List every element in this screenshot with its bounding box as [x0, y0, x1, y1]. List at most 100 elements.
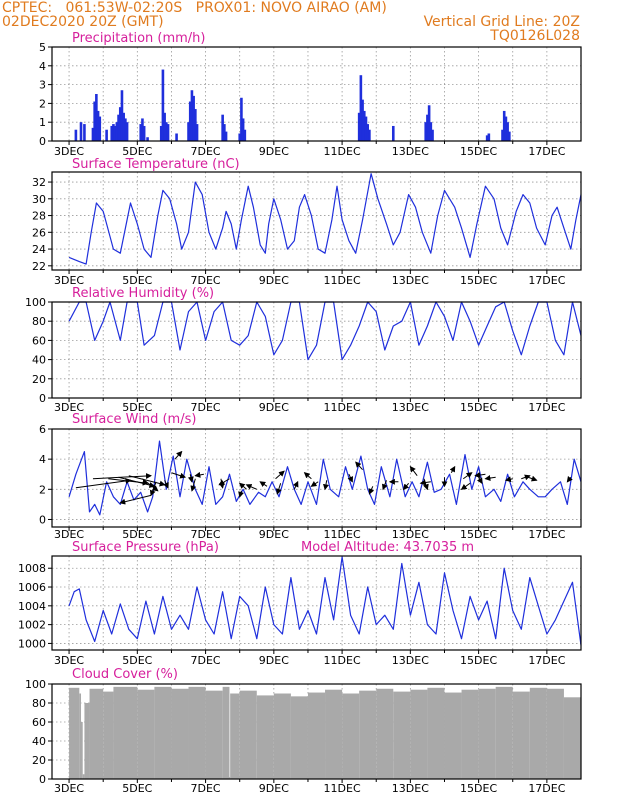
- wind-direction-arrow: [423, 478, 429, 491]
- cloud-cover-bar: [478, 688, 496, 779]
- wind-direction-arrow: [187, 474, 194, 483]
- y-tick-label: 40: [32, 354, 46, 367]
- panel-4: 0 2 4 6 3DEC 5DEC 7DEC 9DEC 11DEC 13DEC 15DEC 17DEC…: [39, 412, 582, 541]
- wind-direction-arrow: [194, 471, 204, 478]
- x-tick-label: 3DEC: [54, 401, 84, 414]
- cloud-cover-bar: [273, 693, 291, 779]
- cloud-cover-bar: [342, 693, 360, 779]
- precip-bar: [243, 129, 247, 141]
- wind-direction-arrow: [245, 484, 257, 490]
- wind-direction-arrow: [238, 482, 247, 490]
- cloud-cover-bar: [69, 687, 80, 779]
- precip-bar: [117, 114, 120, 141]
- precip-bar: [221, 114, 224, 141]
- y-tick-label: 60: [32, 716, 46, 729]
- x-tick-label: 9DEC: [259, 782, 289, 795]
- wind-direction-arrow: [163, 480, 169, 489]
- precip-bar: [161, 69, 165, 141]
- x-tick-label: 7DEC: [191, 782, 221, 795]
- y-tick-label: 5: [39, 41, 46, 54]
- x-tick-label: 15DEC: [460, 401, 497, 414]
- precip-bar: [391, 125, 395, 141]
- y-tick-label: 0: [39, 392, 46, 405]
- precip-bar: [368, 129, 371, 141]
- precip-bar: [122, 112, 125, 141]
- x-tick-label: 9DEC: [259, 528, 289, 541]
- x-tick-label: 13DEC: [392, 654, 429, 667]
- y-tick-label: 20: [32, 754, 46, 767]
- precip-bar: [224, 131, 228, 141]
- x-tick-label: 5DEC: [122, 528, 152, 541]
- precip-bar: [139, 124, 143, 141]
- cloud-cover-bar: [444, 692, 462, 779]
- header-location: CPTEC: 061:53W-02:20S PROX01: NOVO AIRAO…: [2, 0, 387, 16]
- cloud-cover-bar: [359, 690, 377, 779]
- cloud-cover-bar: [546, 688, 564, 779]
- x-tick-label: 9DEC: [259, 654, 289, 667]
- precip-bar: [165, 122, 168, 141]
- x-tick-label: 13DEC: [392, 528, 429, 541]
- wind-direction-arrow: [128, 475, 166, 487]
- x-tick-label: 7DEC: [191, 401, 221, 414]
- panel-frame: [51, 171, 582, 271]
- wind-direction-arrow: [303, 472, 312, 480]
- x-tick-label: 5DEC: [122, 654, 152, 667]
- precip-bar: [146, 137, 149, 141]
- wind-direction-arrow: [347, 474, 354, 483]
- precip-bar: [159, 125, 163, 141]
- x-tick-label: 5DEC: [122, 782, 152, 795]
- precip-bar: [113, 125, 117, 141]
- panel-title: Precipitation (mm/h): [72, 31, 205, 46]
- y-tick-label: 28: [32, 210, 46, 223]
- wind-direction-arrow: [92, 473, 152, 480]
- precip-bar: [508, 131, 511, 141]
- x-tick-label: 15DEC: [460, 782, 497, 795]
- wind-direction-arrow: [190, 478, 197, 492]
- wind-direction-arrow: [409, 465, 418, 477]
- precip-bar: [118, 107, 122, 141]
- precip-bar: [105, 129, 108, 141]
- y-tick-label: 0: [39, 135, 46, 148]
- precip-bar: [501, 129, 504, 141]
- x-tick-label: 11DEC: [324, 274, 361, 287]
- cloud-cover-bar: [325, 689, 343, 779]
- wind-direction-arrow: [476, 476, 483, 485]
- cloud-cover-bar: [84, 703, 90, 779]
- wind-direction-arrow: [119, 494, 152, 505]
- wind-direction-arrow: [527, 475, 538, 482]
- wind-direction-arrow: [484, 475, 496, 481]
- cloud-cover-bar: [529, 687, 547, 779]
- y-tick-label: 4: [39, 453, 46, 466]
- cloud-cover-bar: [229, 777, 231, 779]
- precip-bar: [364, 116, 368, 141]
- x-tick-label: 17DEC: [528, 274, 565, 287]
- precip-bar: [431, 129, 434, 141]
- precip-bar: [223, 124, 226, 141]
- wind-direction-arrow: [149, 481, 157, 497]
- y-tick-label: 22: [32, 260, 46, 273]
- panel-title: Surface Pressure (hPa): [72, 540, 219, 555]
- y-tick-label: 32: [32, 176, 46, 189]
- wind-direction-arrow: [218, 478, 230, 486]
- panel-title: Relative Humidity (%): [72, 286, 214, 301]
- x-tick-label: 15DEC: [460, 145, 497, 158]
- x-tick-label: 3DEC: [54, 274, 84, 287]
- cloud-cover-bar: [307, 692, 326, 779]
- wind-direction-arrow: [449, 465, 456, 473]
- x-tick-label: 11DEC: [324, 401, 361, 414]
- x-tick-label: 5DEC: [122, 401, 152, 414]
- panel-6: 0 20 40 60 80 100 3DEC 5DEC 7DEC 9DEC 11DEC 13DEC 15…: [25, 667, 582, 795]
- y-tick-label: 100: [25, 296, 46, 309]
- y-tick-label: 20: [32, 373, 46, 386]
- wind-direction-arrow: [382, 480, 388, 491]
- precip-bar: [195, 124, 199, 141]
- panel-title: Surface Temperature (nC): [72, 157, 240, 172]
- precip-bar: [359, 75, 363, 141]
- precip-bar: [95, 94, 98, 141]
- x-tick-label: 3DEC: [54, 782, 84, 795]
- wind-direction-arrow: [355, 461, 363, 471]
- cloud-cover-bar: [81, 722, 83, 779]
- cloud-cover-bar: [188, 686, 206, 779]
- x-tick-label: 3DEC: [54, 528, 84, 541]
- precip-bar: [427, 105, 431, 141]
